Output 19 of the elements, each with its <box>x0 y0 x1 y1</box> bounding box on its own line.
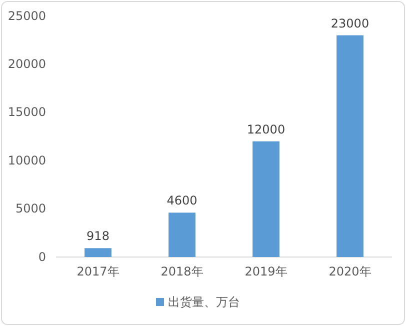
data-label: 4600 <box>166 194 198 208</box>
data-label: 918 <box>86 229 110 244</box>
y-tick-label: 5000 <box>15 202 46 216</box>
y-tick-label: 10000 <box>8 153 46 168</box>
bar <box>336 35 364 257</box>
x-tick-label: 2019年 <box>244 264 288 279</box>
bar <box>252 141 280 257</box>
data-label: 12000 <box>246 122 286 136</box>
data-label: 23000 <box>330 16 370 30</box>
y-tick-label: 0 <box>38 250 46 264</box>
x-tick-label: 2020年 <box>328 264 372 279</box>
x-tick-label: 2018年 <box>160 264 204 279</box>
y-tick-label: 25000 <box>8 8 46 23</box>
x-tick-label: 2017年 <box>76 264 120 279</box>
y-tick-label: 20000 <box>8 57 46 72</box>
bar <box>84 248 112 257</box>
bar <box>168 212 196 257</box>
y-tick-label: 15000 <box>8 105 46 120</box>
legend-label: 出货量、万台 <box>168 295 240 309</box>
